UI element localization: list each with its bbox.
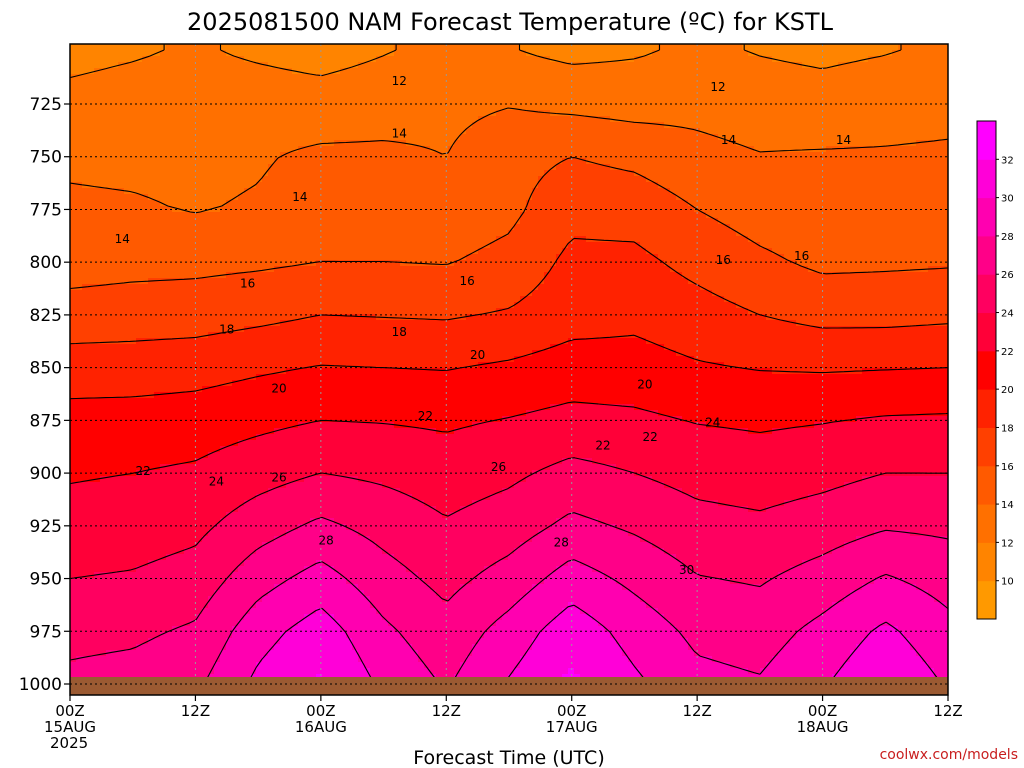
colorbar-segment (977, 274, 996, 314)
colorbar-segment (977, 312, 996, 352)
contour-label: 20 (271, 382, 286, 396)
colorbar-tick-label: 20 (1001, 385, 1014, 396)
contour-label: 30 (679, 563, 694, 577)
y-tick-label: 975 (30, 622, 62, 642)
grid-lines (69, 44, 949, 685)
contour-label: 24 (705, 415, 720, 429)
contour-label: 20 (470, 348, 485, 362)
colorbar-tick-label: 28 (1001, 232, 1014, 243)
colorbar-tick-label: 10 (1001, 577, 1014, 588)
x-tick-label: 12Z (933, 702, 962, 720)
y-tick-label: 875 (30, 411, 62, 431)
ground-bar (70, 677, 948, 695)
colorbar-segment (977, 235, 996, 275)
contour-label: 16 (460, 274, 475, 288)
colorbar-segment (977, 350, 996, 390)
contour-label: 12 (710, 80, 725, 94)
contour-26 (70, 512, 948, 661)
colorbar-tick-label: 26 (1001, 270, 1014, 281)
y-tick-label: 900 (30, 464, 62, 484)
colorbar-segment (977, 389, 996, 428)
ground-surface (70, 677, 948, 695)
colorbar-segment (977, 197, 996, 237)
contour-label: 18 (392, 325, 407, 339)
contour-16 (70, 157, 948, 290)
y-tick-label: 725 (30, 95, 62, 115)
colorbar-segment (977, 159, 996, 199)
y-tick-label: 800 (30, 253, 62, 273)
contour-label: 22 (642, 430, 657, 444)
colorbar-segment (977, 580, 996, 620)
x-tick-label: 17AUG (546, 718, 598, 736)
colorbar-segment (977, 465, 996, 505)
chart-title: 2025081500 NAM Forecast Temperature (ºC)… (187, 8, 834, 36)
contour-label: 24 (209, 475, 224, 489)
y-tick-label: 825 (30, 306, 62, 326)
colorbar-segment (977, 542, 996, 582)
contour-14 (70, 107, 948, 214)
contour-labels: 12 12 14 14 14 14 14 16 16 16 16 18 18 20 20 20 22 22 22 22… (115, 74, 851, 577)
y-tick-label: 775 (30, 200, 62, 220)
contour-label: 14 (392, 127, 407, 141)
contour-label: 14 (721, 133, 736, 147)
contour-18 (70, 237, 948, 345)
x-axis-label: Forecast Time (UTC) (413, 747, 604, 768)
x-tick-label: 00Z (808, 702, 837, 720)
x-tick-label: 12Z (181, 702, 210, 720)
credit-link[interactable]: coolwx.com/models (880, 747, 1018, 763)
y-axis-ticks: 725 750 775 800 825 850 875 900 925 950 975 1000 (19, 95, 70, 695)
contour-label: 12 (392, 74, 407, 88)
colorbar: 32 30 28 26 24 22 20 18 16 14 12 10 (976, 120, 1014, 620)
contour-label: 16 (716, 253, 731, 267)
colorbar-tick-label: 18 (1001, 423, 1014, 434)
heatmap-cells (70, 44, 948, 695)
contour-label: 16 (794, 249, 809, 263)
contour-label: 22 (418, 409, 433, 423)
contour-label: 28 (554, 536, 569, 550)
contour-label: 18 (219, 323, 234, 337)
contour-label: 26 (271, 470, 286, 484)
colorbar-segment (977, 427, 996, 467)
x-tick-label: 12Z (682, 702, 711, 720)
x-tick-label: 16AUG (295, 718, 347, 736)
contour-28 (203, 559, 948, 695)
contour-label: 22 (136, 464, 151, 478)
y-tick-label: 750 (30, 148, 62, 168)
colorbar-tick-label: 16 (1001, 462, 1014, 473)
plot-frame (69, 43, 949, 696)
y-tick-label: 1000 (19, 675, 62, 695)
x-tick-label: 18AUG (797, 718, 849, 736)
contour-label: 20 (637, 378, 652, 392)
colorbar-tick-label: 24 (1001, 309, 1014, 320)
contour-label: 28 (318, 534, 333, 548)
x-tick-label: 00Z (557, 702, 586, 720)
colorbar-tick-label: 12 (1001, 538, 1014, 549)
contour-label: 16 (240, 276, 255, 290)
contour-label: 14 (292, 190, 307, 204)
x-tick-label: 00Z (55, 702, 84, 720)
contour-22 (70, 401, 948, 485)
y-tick-label: 950 (30, 570, 62, 590)
x-tick-label: 00Z (306, 702, 335, 720)
contour-20 (70, 334, 948, 400)
colorbar-frame (976, 120, 997, 620)
colorbar-tick-label: 22 (1001, 347, 1014, 358)
colorbar-tick-label: 14 (1001, 500, 1014, 511)
contour-label: 22 (595, 439, 610, 453)
contour-label: 26 (491, 460, 506, 474)
y-tick-label: 850 (30, 359, 62, 379)
x-tick-label: 12Z (432, 702, 461, 720)
x-tick-label: 15AUG (44, 718, 96, 736)
contour-12 (70, 44, 902, 79)
x-tick-label: 2025 (50, 734, 88, 752)
contour-label: 14 (836, 133, 851, 147)
contour-label: 14 (115, 232, 130, 246)
colorbar-tick-label: 32 (1001, 155, 1014, 166)
colorbar-segment (977, 504, 996, 543)
y-tick-label: 925 (30, 517, 62, 537)
colorbar-segment (977, 121, 996, 160)
colorbar-tick-label: 30 (1001, 194, 1014, 205)
